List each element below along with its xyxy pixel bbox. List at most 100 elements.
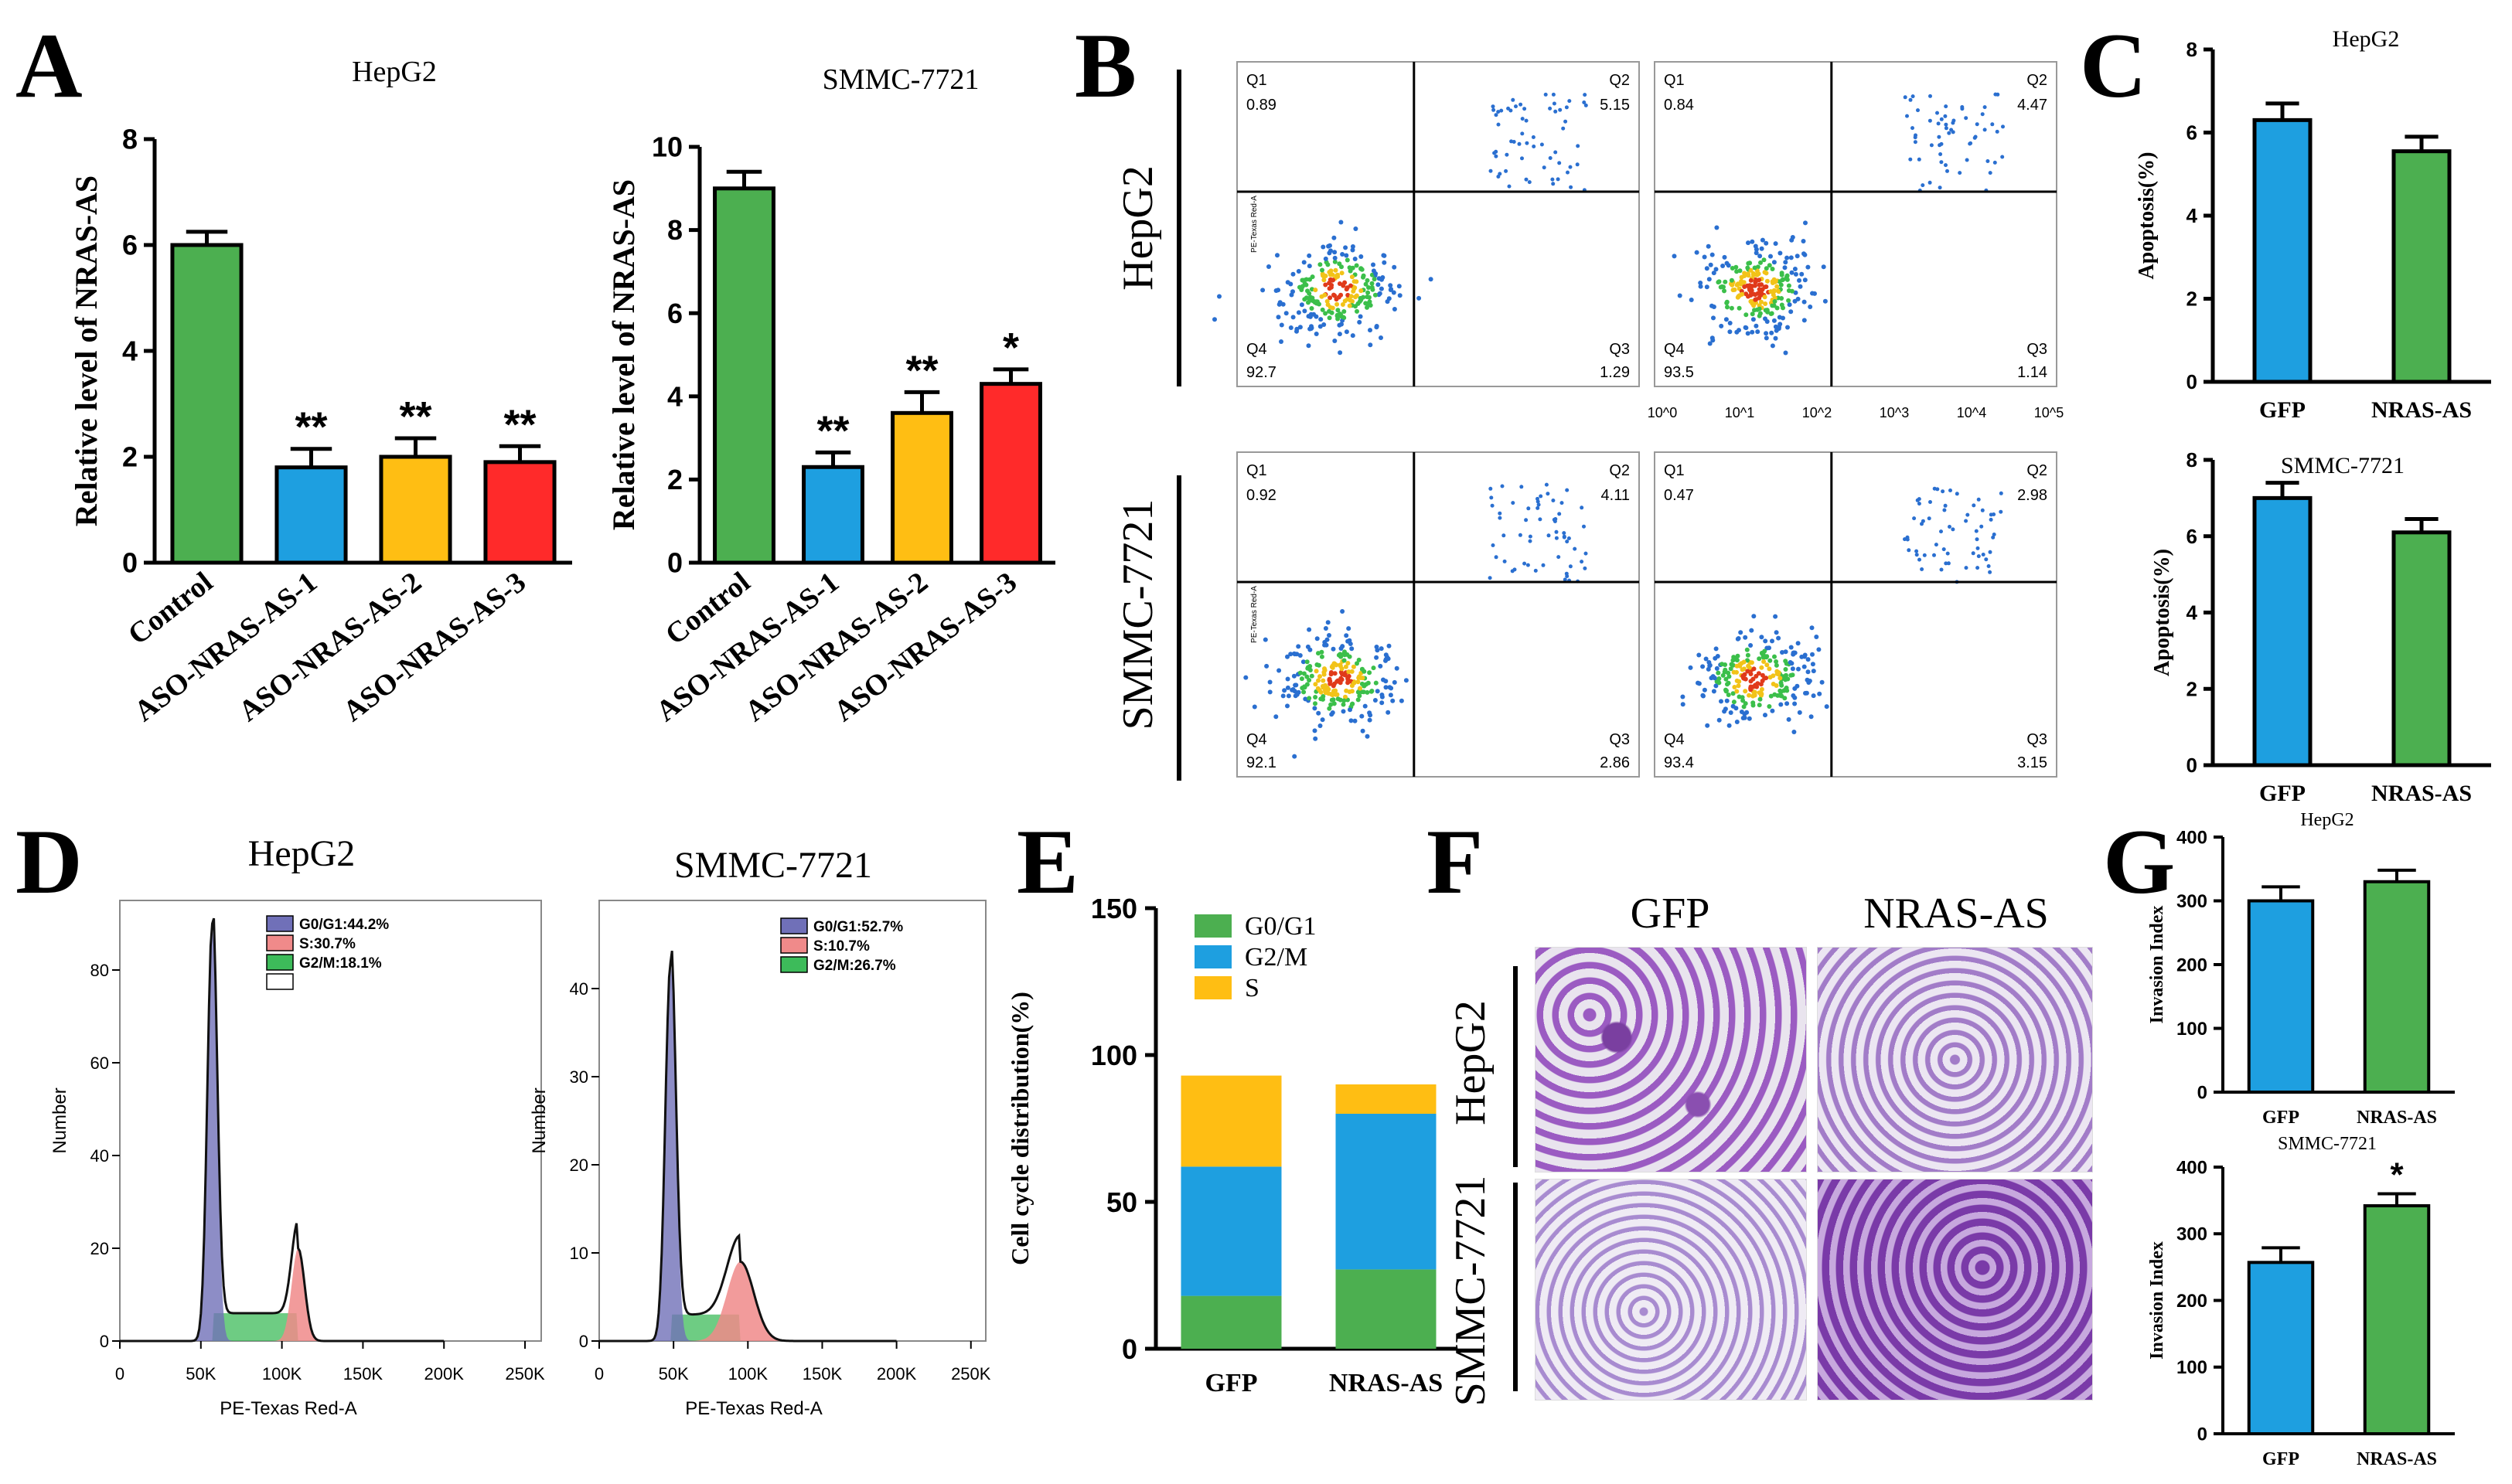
flow-dot [1928,94,1932,98]
flow-dot [1375,689,1380,694]
flow-dot [1506,106,1511,111]
flow-dot [1757,303,1762,308]
flow-dot [1944,122,1948,127]
flow-dot [1518,102,1523,107]
flow-dot [1369,281,1375,286]
flow-dot [1293,682,1299,688]
flow-dot [1355,679,1361,685]
x-tick-label: 50K [659,1364,689,1384]
flow-dot [1352,718,1358,723]
flow-dot [1339,677,1345,682]
flow-dot [1299,302,1304,308]
x-tick-label: 150K [803,1364,843,1384]
flow-dot [1982,128,1987,132]
y-axis-label-small: PE-Texas Red-A [1250,196,1259,253]
flow-dot [1916,108,1920,113]
flow-dot [1317,723,1323,728]
flow-dot [1518,533,1522,537]
flow-dot [1770,343,1775,349]
flow-dot [1352,285,1358,291]
flow-dot [1321,672,1327,677]
flow-dot [1366,285,1371,290]
flow-dot [1334,692,1338,697]
flow-dot [1750,239,1755,244]
significance-mark: * [2390,1156,2404,1194]
flow-dot [1822,298,1828,304]
flow-dot [1716,670,1721,676]
flow-dot [1361,294,1366,300]
flow-dot [1524,118,1529,123]
flow-dot [1343,694,1348,699]
flow-dot [1716,280,1721,285]
flow-dot [1672,254,1677,259]
flow-dot [1583,566,1587,570]
flow-dot [1787,302,1792,308]
micrograph-hepg2-nras-as [1817,947,2093,1173]
flow-dot [1992,160,1997,165]
flow-dot [1723,706,1728,712]
y-axis-label: Number [49,1087,70,1153]
flow-dot [1350,247,1355,253]
flow-dot [1808,305,1813,309]
flow-dot [1575,162,1580,167]
flow-dot [1313,736,1318,741]
x-axis-label: PE-Texas Red-A [220,1398,356,1419]
flow-dot [1992,533,1996,536]
flow-dot [1761,659,1767,664]
y-tick-label: 8 [2186,448,2197,471]
flow-dot [1340,302,1345,307]
flow-dot [1939,160,1944,165]
flow-dot [1996,92,2000,97]
flow-dot [1905,114,1909,118]
flow-dot [1327,676,1332,682]
flow-dot [1276,301,1282,307]
flow-dot [1762,294,1767,300]
flow-dot [1814,635,1819,639]
legend-swatch [780,956,808,973]
legend-swatch [1195,945,1232,968]
flow-dot [1737,268,1743,274]
flow-dot [1292,754,1297,759]
flow-dot [1328,702,1334,707]
flow-dot [1792,267,1798,271]
flow-dot [1341,283,1346,288]
flow-dot [1980,508,1985,512]
y-tick-label: 0 [100,1332,109,1351]
quadrant-value: 5.15 [1600,97,1630,114]
flow-dot [1296,269,1301,274]
flow-dot [1965,158,1969,162]
flow-dot [1337,281,1342,286]
flow-dot [1290,271,1296,277]
flow-dot [1757,703,1762,708]
flow-dot [1737,305,1742,311]
flow-dot [1403,678,1409,683]
flow-dot [1565,574,1570,578]
flow-dot [1313,701,1317,706]
legend-swatch [1195,914,1232,938]
flow-dot [1732,685,1737,689]
flow-dot [1748,672,1754,676]
flow-dot [1316,651,1321,656]
quadrant-name: Q3 [2026,731,2047,748]
flow-dot [1799,654,1805,659]
flow-dot [1750,311,1755,317]
flow-dot [1331,701,1337,706]
y-tick-label: 150 [1091,893,1137,924]
flow-dot [1819,679,1825,685]
flow-dot [1751,614,1757,619]
legend-label: S [1245,974,1259,1002]
flow-dot [1330,693,1335,698]
flow-dot [1910,126,1914,131]
flow-dot [1546,492,1550,496]
flow-dot [1713,267,1719,272]
flow-dot [1975,537,1979,542]
flow-dot [1288,281,1293,287]
legend-label: G0/G1:44.2% [299,917,389,933]
flow-dot [1734,282,1740,288]
flow-dot [1316,710,1321,716]
y-tick-label: 6 [2186,121,2197,145]
flow-dot [1565,488,1570,492]
flow-dot [1734,689,1740,694]
flow-dot [1698,284,1703,289]
flow-dot [1816,647,1822,652]
